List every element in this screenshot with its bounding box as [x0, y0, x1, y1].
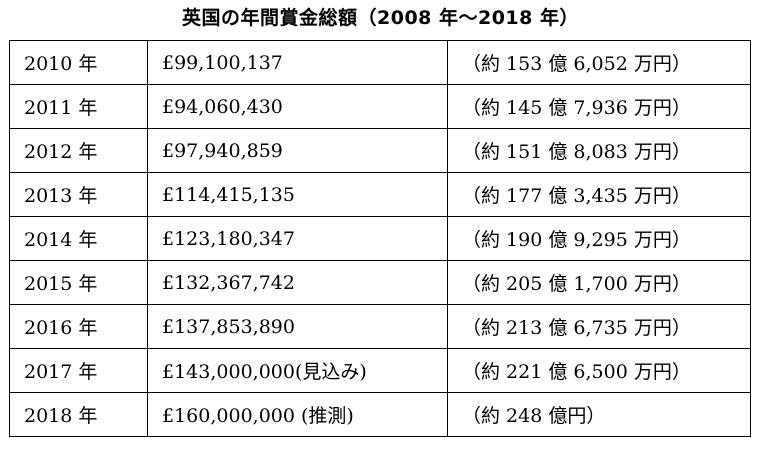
table-row: 2011 年 £94,060,430 （約 145 億 7,936 万円） — [9, 84, 751, 129]
year-cell: 2010 年 — [9, 40, 148, 85]
year-cell: 2017 年 — [9, 348, 148, 393]
jpy-amount-cell: （約 248 億円） — [447, 392, 751, 437]
jpy-amount-cell: （約 145 億 7,936 万円） — [447, 84, 751, 129]
gbp-amount-cell: £114,415,135 — [147, 172, 448, 217]
year-cell: 2011 年 — [9, 84, 148, 129]
gbp-amount-cell: £97,940,859 — [147, 128, 448, 173]
table-row: 2018 年 £160,000,000 (推測) （約 248 億円） — [9, 392, 751, 437]
table-row: 2010 年 £99,100,137 （約 153 億 6,052 万円） — [9, 40, 751, 85]
gbp-amount-cell: £143,000,000(見込み) — [147, 348, 448, 393]
jpy-amount-cell: （約 177 億 3,435 万円） — [447, 172, 751, 217]
jpy-amount-cell: （約 221 億 6,500 万円） — [447, 348, 751, 393]
table-row: 2012 年 £97,940,859 （約 151 億 8,083 万円） — [9, 128, 751, 173]
year-cell: 2015 年 — [9, 260, 148, 305]
jpy-amount-cell: （約 205 億 1,700 万円） — [447, 260, 751, 305]
year-cell: 2012 年 — [9, 128, 148, 173]
jpy-amount-cell: （約 190 億 9,295 万円） — [447, 216, 751, 261]
table-title: 英国の年間賞金総額（2008 年～2018 年） — [182, 7, 579, 29]
table-row: 2016 年 £137,853,890 （約 213 億 6,735 万円） — [9, 304, 751, 349]
gbp-amount-cell: £132,367,742 — [147, 260, 448, 305]
prize-money-table: 2010 年 £99,100,137 （約 153 億 6,052 万円） 20… — [9, 40, 751, 437]
gbp-amount-cell: £123,180,347 — [147, 216, 448, 261]
jpy-amount-cell: （約 213 億 6,735 万円） — [447, 304, 751, 349]
jpy-amount-cell: （約 153 億 6,052 万円） — [447, 40, 751, 85]
year-cell: 2016 年 — [9, 304, 148, 349]
year-cell: 2013 年 — [9, 172, 148, 217]
year-cell: 2014 年 — [9, 216, 148, 261]
table-row: 2015 年 £132,367,742 （約 205 億 1,700 万円） — [9, 260, 751, 305]
gbp-amount-cell: £99,100,137 — [147, 40, 448, 85]
gbp-amount-cell: £137,853,890 — [147, 304, 448, 349]
table-row: 2013 年 £114,415,135 （約 177 億 3,435 万円） — [9, 172, 751, 217]
gbp-amount-cell: £160,000,000 (推測) — [147, 392, 448, 437]
table-row: 2017 年 £143,000,000(見込み) （約 221 億 6,500 … — [9, 348, 751, 393]
year-cell: 2018 年 — [9, 392, 148, 437]
jpy-amount-cell: （約 151 億 8,083 万円） — [447, 128, 751, 173]
table-row: 2014 年 £123,180,347 （約 190 億 9,295 万円） — [9, 216, 751, 261]
gbp-amount-cell: £94,060,430 — [147, 84, 448, 129]
